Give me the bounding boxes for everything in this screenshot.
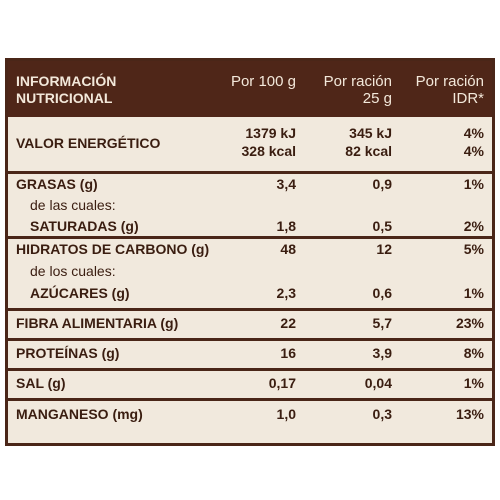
col-header-idr: Por ración IDR* xyxy=(416,73,484,107)
nutrition-table: INFORMACIÓN NUTRICIONAL Por 100 g Por ra… xyxy=(5,58,495,446)
sub-label: de los cuales: xyxy=(30,263,116,279)
energy-kcal-idr: 4% xyxy=(463,143,484,159)
row-label: HIDRATOS DE CARBONO (g) xyxy=(16,241,210,257)
table-header: INFORMACIÓN NUTRICIONAL Por 100 g Por ra… xyxy=(8,61,492,117)
row-label: FIBRA ALIMENTARIA (g) xyxy=(16,315,179,331)
title-line-1: INFORMACIÓN xyxy=(16,73,117,89)
saturated-100: 1,8 xyxy=(276,218,296,234)
col2-line-1: Por ración xyxy=(323,73,392,90)
protein-100: 16 xyxy=(280,345,296,361)
salt-idr: 1% xyxy=(463,375,484,391)
energy-kj-100: 1379 kJ xyxy=(245,125,296,141)
manganese-idr: 13% xyxy=(455,406,484,422)
row-label: PROTEÍNAS (g) xyxy=(16,345,120,361)
fat-serving: 0,9 xyxy=(372,176,392,192)
saturated-serving: 0,5 xyxy=(372,218,392,234)
col-header-per-100g: Por 100 g xyxy=(230,73,296,90)
table-row-carbs: HIDRATOS DE CARBONO (g) 48 12 5% de los … xyxy=(8,239,492,309)
sugars-100: 2,3 xyxy=(276,285,296,301)
sugars-idr: 1% xyxy=(463,285,484,301)
fiber-serving: 5,7 xyxy=(372,315,392,331)
col-header-per-serving: Por ración 25 g xyxy=(324,73,392,107)
fat-100: 3,4 xyxy=(276,176,296,192)
col2-line-2: 25 g xyxy=(362,90,392,107)
divider xyxy=(8,171,492,174)
sugars-label: AZÚCARES (g) xyxy=(30,285,130,301)
energy-kcal-serving: 82 kcal xyxy=(345,143,392,159)
carbs-serving: 12 xyxy=(376,241,392,257)
divider xyxy=(8,308,492,311)
protein-serving: 3,9 xyxy=(372,345,392,361)
fiber-100: 22 xyxy=(280,315,296,331)
manganese-100: 1,0 xyxy=(276,406,296,422)
manganese-serving: 0,3 xyxy=(372,406,392,422)
title-line-2: NUTRICIONAL xyxy=(16,90,113,106)
energy-kcal-100: 328 kcal xyxy=(241,143,297,159)
fiber-idr: 23% xyxy=(455,315,484,331)
sub-label: de las cuales: xyxy=(30,197,116,213)
table-row-salt: SAL (g) 0,17 0,04 1% xyxy=(8,371,492,398)
divider xyxy=(8,236,492,239)
salt-serving: 0,04 xyxy=(364,375,392,391)
table-title: INFORMACIÓN NUTRICIONAL xyxy=(16,73,116,107)
saturated-idr: 2% xyxy=(463,218,484,234)
salt-100: 0,17 xyxy=(268,375,296,391)
divider xyxy=(8,368,492,371)
energy-kj-idr: 4% xyxy=(463,125,484,141)
table-row-manganese: MANGANESO (mg) 1,0 0,3 13% xyxy=(8,401,492,431)
energy-kj-serving: 345 kJ xyxy=(349,125,392,141)
divider xyxy=(8,338,492,341)
row-label: VALOR ENERGÉTICO xyxy=(16,135,161,151)
protein-idr: 8% xyxy=(463,345,484,361)
row-label: MANGANESO (mg) xyxy=(16,406,143,422)
divider xyxy=(8,398,492,401)
table-row-energy: VALOR ENERGÉTICO 1379 kJ 328 kcal 345 kJ… xyxy=(8,119,492,171)
carbs-100: 48 xyxy=(280,241,296,257)
sugars-serving: 0,6 xyxy=(372,285,392,301)
carbs-idr: 5% xyxy=(463,241,484,257)
col3-line-1: Por ración xyxy=(415,73,484,90)
saturated-label: SATURADAS (g) xyxy=(30,218,139,234)
row-label: SAL (g) xyxy=(16,375,66,391)
row-label: GRASAS (g) xyxy=(16,176,98,192)
fat-idr: 1% xyxy=(463,176,484,192)
col3-line-2: IDR* xyxy=(452,90,484,107)
table-row-fiber: FIBRA ALIMENTARIA (g) 22 5,7 23% xyxy=(8,311,492,338)
table-row-fat: GRASAS (g) 3,4 0,9 1% de las cuales: SAT… xyxy=(8,174,492,242)
table-row-protein: PROTEÍNAS (g) 16 3,9 8% xyxy=(8,341,492,368)
